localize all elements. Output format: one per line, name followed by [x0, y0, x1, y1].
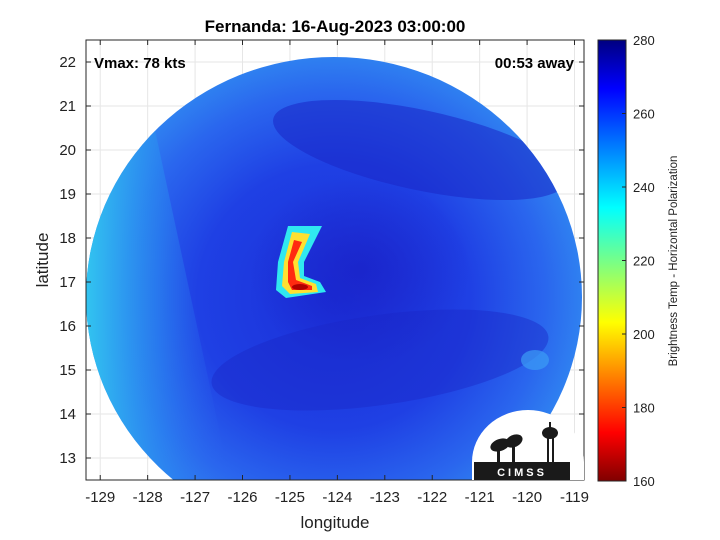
y-tick-label: 13 [59, 450, 76, 467]
water-tower-icon [542, 422, 558, 462]
north-rainband [273, 99, 567, 201]
y-tick-label: 16 [59, 318, 76, 335]
x-tick-label: -124 [322, 489, 352, 506]
y-tick-label: 22 [59, 54, 76, 71]
y-tick-label: 18 [59, 230, 76, 247]
eyewall-convection-core [288, 240, 312, 290]
colorbar-ticks: 160 180 200 220 240 260 280 [622, 33, 655, 489]
colorbar-tick-label: 180 [633, 401, 655, 416]
inner-core [250, 175, 470, 365]
colorbar-tick-label: 220 [633, 254, 655, 269]
colorbar [597, 39, 627, 482]
x-tick-label: -128 [133, 489, 163, 506]
x-tick-label: -127 [180, 489, 210, 506]
x-tick-label: -120 [512, 489, 542, 506]
chart-title: Fernanda: 16-Aug-2023 03:00:00 [205, 17, 466, 36]
eyewall-coldest-spot [292, 284, 308, 290]
colorbar-tick-label: 280 [633, 33, 655, 48]
vmax-annotation: Vmax: 78 kts [94, 55, 186, 72]
x-tick-label: -119 [560, 489, 589, 506]
x-tick-label: -125 [275, 489, 305, 506]
colorbar-tick-label: 200 [633, 327, 655, 342]
logo-text: CIMSS [497, 467, 547, 479]
logo-band [474, 462, 570, 480]
east-warm-patch [521, 350, 549, 370]
colorbar-label: Brightness Temp - Horizontal Polarizatio… [668, 156, 680, 367]
time-offset-annotation: 00:53 away [495, 55, 575, 72]
colorbar-tick-label: 160 [633, 474, 655, 489]
y-axis-label: latitude [33, 233, 52, 288]
x-axis-label: longitude [300, 513, 369, 532]
y-axis-ticks: 13 14 15 16 17 18 19 20 21 22 [59, 54, 584, 467]
axes-frame [85, 39, 585, 481]
x-tick-label: -123 [370, 489, 400, 506]
y-tick-label: 20 [59, 142, 76, 159]
y-tick-label: 15 [59, 362, 76, 379]
x-axis-ticks: -129 -128 -127 -126 -125 -124 -123 -122 -121 -120… [85, 40, 589, 506]
y-tick-label: 21 [59, 98, 76, 115]
x-tick-label: -122 [417, 489, 447, 506]
cimss-logo: CIMSS [472, 410, 584, 480]
y-tick-label: 14 [59, 406, 76, 423]
satellite-dish-icon [490, 434, 523, 462]
x-tick-label: -126 [227, 489, 257, 506]
colorbar-tick-label: 260 [633, 107, 655, 122]
x-tick-label: -121 [465, 489, 495, 506]
colorbar-tick-label: 240 [633, 180, 655, 195]
y-tick-label: 17 [59, 274, 76, 291]
y-tick-label: 19 [59, 186, 76, 203]
x-tick-label: -129 [85, 489, 115, 506]
